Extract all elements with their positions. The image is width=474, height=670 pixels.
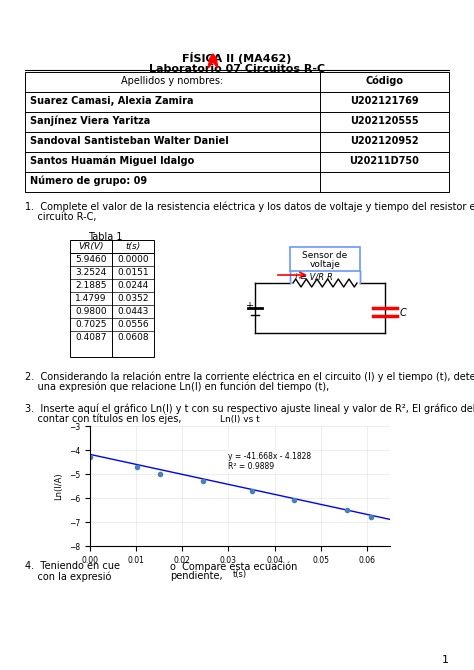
X-axis label: t(s): t(s)	[233, 570, 247, 580]
Text: Santos Huamán Miguel Idalgo: Santos Huamán Miguel Idalgo	[30, 156, 194, 167]
Text: C: C	[400, 308, 407, 318]
Text: Apellidos y nombres:: Apellidos y nombres:	[121, 76, 224, 86]
Text: voltaje: voltaje	[310, 260, 340, 269]
Text: Sanjínez Viera Yaritza: Sanjínez Viera Yaritza	[30, 116, 150, 127]
Y-axis label: Ln(I/A): Ln(I/A)	[55, 472, 64, 500]
Text: U202120555: U202120555	[350, 116, 419, 126]
Text: 0.7025: 0.7025	[75, 320, 107, 329]
Text: U20211D750: U20211D750	[349, 156, 419, 166]
Title: Ln(I) vs t: Ln(I) vs t	[220, 415, 260, 424]
Bar	[290, 247, 360, 271]
Text: 0.4087: 0.4087	[75, 333, 107, 342]
Text: U202120952: U202120952	[350, 136, 419, 146]
Text: U202121769: U202121769	[350, 96, 419, 106]
Text: contar con títulos en los ejes,: contar con títulos en los ejes,	[25, 414, 182, 425]
Bar	[25, 72, 449, 192]
Text: FÍSICA II (MA462): FÍSICA II (MA462)	[182, 52, 292, 64]
Text: 1: 1	[442, 655, 449, 665]
Text: 1.  Complete el valor de la resistencia eléctrica y los datos de voltaje y tiemp: 1. Complete el valor de la resistencia e…	[25, 202, 474, 212]
Text: i = V/R: i = V/R	[295, 273, 324, 282]
Text: y = -41.668x - 4.1828
R² = 0.9889: y = -41.668x - 4.1828 R² = 0.9889	[228, 452, 311, 471]
Text: 0.0244: 0.0244	[118, 281, 149, 290]
Text: 0.0000: 0.0000	[117, 255, 149, 264]
Text: Número de grupo: 09: Número de grupo: 09	[30, 176, 147, 186]
Bar	[70, 240, 154, 357]
Text: 2.  Considerando la relación entre la corriente eléctrica en el circuito (I) y e: 2. Considerando la relación entre la cor…	[25, 372, 474, 383]
Polygon shape	[208, 54, 218, 68]
Text: 0.0352: 0.0352	[117, 294, 149, 303]
Text: 3.2524: 3.2524	[75, 268, 107, 277]
Text: 2.1885: 2.1885	[75, 281, 107, 290]
Text: Sandoval Santisteban Walter Daniel: Sandoval Santisteban Walter Daniel	[30, 136, 229, 146]
Text: una expresión que relacione Ln(I) en función del tiempo (t),: una expresión que relacione Ln(I) en fun…	[25, 382, 329, 393]
Text: 0.0608: 0.0608	[117, 333, 149, 342]
Text: t(s): t(s)	[126, 242, 141, 251]
Text: +: +	[245, 301, 253, 311]
Text: 0.0151: 0.0151	[117, 268, 149, 277]
Text: circuito R-C,: circuito R-C,	[25, 212, 97, 222]
Text: 5.9460: 5.9460	[75, 255, 107, 264]
Text: Código: Código	[365, 76, 403, 86]
Text: Laboratorio 07 Circuitos R-C: Laboratorio 07 Circuitos R-C	[149, 64, 325, 74]
Text: 0.0556: 0.0556	[117, 320, 149, 329]
Text: 1.4799: 1.4799	[75, 294, 107, 303]
Text: 0.9800: 0.9800	[75, 307, 107, 316]
Text: Suarez Camasi, Alexia Zamira: Suarez Camasi, Alexia Zamira	[30, 96, 193, 106]
Text: 4.  Teniendo en cue: 4. Teniendo en cue	[25, 561, 120, 571]
Text: con la expresió: con la expresió	[25, 571, 111, 582]
Text: 0.0443: 0.0443	[117, 307, 149, 316]
Text: R: R	[327, 273, 333, 282]
Text: Tabla 1: Tabla 1	[88, 232, 122, 242]
Text: 3.  Inserte aquí el gráfico Ln(I) y t con su respectivo ajuste lineal y valor de: 3. Inserte aquí el gráfico Ln(I) y t con…	[25, 404, 474, 415]
Text: VR(V): VR(V)	[78, 242, 104, 251]
Text: pendiente,: pendiente,	[170, 571, 223, 581]
Text: o  Compare esta ecuación: o Compare esta ecuación	[170, 561, 297, 572]
Text: Sensor de: Sensor de	[302, 251, 347, 260]
